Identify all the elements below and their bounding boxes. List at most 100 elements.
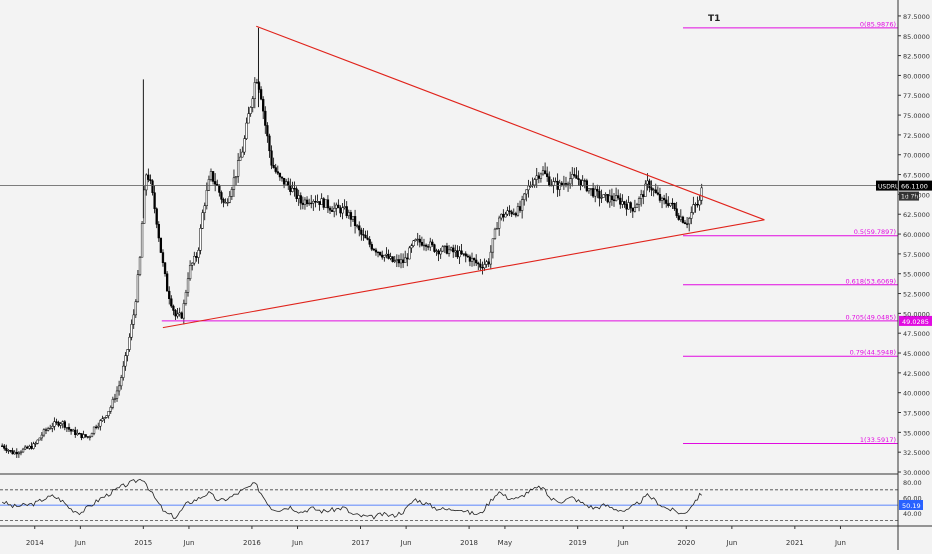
candle-body: [483, 264, 486, 269]
candle-body: [168, 290, 171, 300]
candle-body: [414, 239, 417, 242]
candle-body: [303, 199, 307, 205]
y-tick-label: 85.0000: [903, 33, 930, 41]
candle-body: [316, 201, 319, 203]
candle-body: [525, 189, 528, 195]
candle-body: [197, 250, 200, 258]
candle-body: [132, 314, 135, 325]
candle-body: [683, 222, 687, 224]
candle-body: [57, 421, 60, 426]
candle-body: [656, 192, 660, 195]
y-tick-label: 32.5000: [903, 449, 930, 457]
candle-body: [239, 156, 242, 161]
candle-body: [65, 427, 69, 429]
y-tick-label: 75.0000: [903, 112, 930, 120]
candle-body: [122, 365, 125, 378]
candle-body: [362, 234, 365, 236]
candle-body: [523, 193, 526, 200]
x-tick-label: Jun: [725, 539, 737, 547]
candle-body: [188, 265, 192, 280]
candle-body: [176, 313, 179, 317]
fib-level-label: 0.79(44.5948): [850, 349, 896, 357]
candle-body: [312, 201, 315, 204]
candle-body: [579, 179, 582, 186]
candle-body: [548, 176, 551, 186]
candle-body: [673, 203, 676, 209]
candle-body: [393, 260, 396, 262]
candle-body: [583, 180, 586, 182]
candle-body: [163, 262, 167, 275]
candle-body: [679, 216, 682, 220]
y-tick-label: 70.0000: [903, 152, 930, 160]
candle-body: [289, 185, 292, 192]
candle-body: [149, 179, 152, 182]
candle-body: [378, 251, 382, 256]
candle-body: [454, 250, 457, 253]
candle-body: [541, 170, 545, 175]
candle-body: [660, 197, 664, 201]
y-tick-label: 35.0000: [903, 429, 930, 437]
candle-body: [130, 324, 133, 338]
candle-body: [214, 181, 217, 185]
candle-body: [220, 192, 223, 200]
candle-body: [535, 175, 538, 180]
y-tick-label: 72.5000: [903, 132, 930, 140]
candle-body: [577, 178, 580, 180]
candle-body: [516, 206, 520, 216]
candle-body: [652, 189, 655, 191]
candle-body: [353, 216, 357, 227]
triangle-trendline: [256, 25, 765, 221]
candle-body: [92, 426, 96, 434]
candle-body: [481, 266, 484, 269]
y-tick-label: 52.5000: [903, 291, 930, 299]
candle-body: [640, 194, 643, 199]
candle-body: [637, 198, 641, 205]
candle-body: [445, 245, 449, 254]
candle-body: [698, 199, 701, 206]
candle-body: [345, 206, 348, 217]
candle-body: [180, 312, 183, 319]
candle-body: [186, 278, 190, 293]
candle-body: [671, 202, 674, 205]
candle-body: [84, 434, 87, 437]
candle-body: [307, 202, 311, 205]
candle-body: [573, 174, 576, 176]
candle-body: [658, 194, 662, 201]
candle-body: [370, 244, 373, 250]
candle-body: [669, 202, 672, 206]
y-tick-label: 87.5000: [903, 13, 930, 21]
candle-body: [399, 259, 403, 264]
candle-body: [401, 259, 405, 263]
candle-body: [126, 349, 129, 356]
candle-body: [558, 182, 561, 190]
x-tick-label: May: [498, 539, 512, 547]
candle-body: [500, 213, 503, 219]
candle-body: [293, 187, 296, 190]
fib-level-label: 1(33.5917): [860, 436, 896, 444]
candle-body: [617, 195, 620, 199]
candle-body: [228, 196, 231, 203]
candle-body: [694, 203, 697, 206]
candle-body: [42, 429, 46, 436]
x-tick-label: 2015: [134, 539, 152, 547]
candle-body: [408, 247, 411, 260]
y-tick-label: 37.5000: [903, 410, 930, 418]
candle-body: [120, 377, 123, 387]
y-tick-label: 55.0000: [903, 271, 930, 279]
candle-body: [109, 407, 112, 412]
x-tick-label: Jun: [617, 539, 629, 547]
y-tick-label: 50.0000: [903, 310, 930, 318]
candle-body: [211, 171, 215, 182]
candle-body: [449, 247, 453, 251]
candle-body: [351, 216, 355, 220]
candle-body: [249, 107, 252, 114]
fib-level-label: 0(85.9876): [860, 20, 896, 28]
candle-body: [55, 421, 58, 423]
candle-body: [170, 298, 173, 307]
candle-body: [546, 173, 549, 177]
last-price-text: 66.1100: [901, 183, 928, 191]
candle-body: [629, 202, 632, 209]
candle-body: [460, 250, 463, 254]
candle-body: [74, 429, 77, 436]
